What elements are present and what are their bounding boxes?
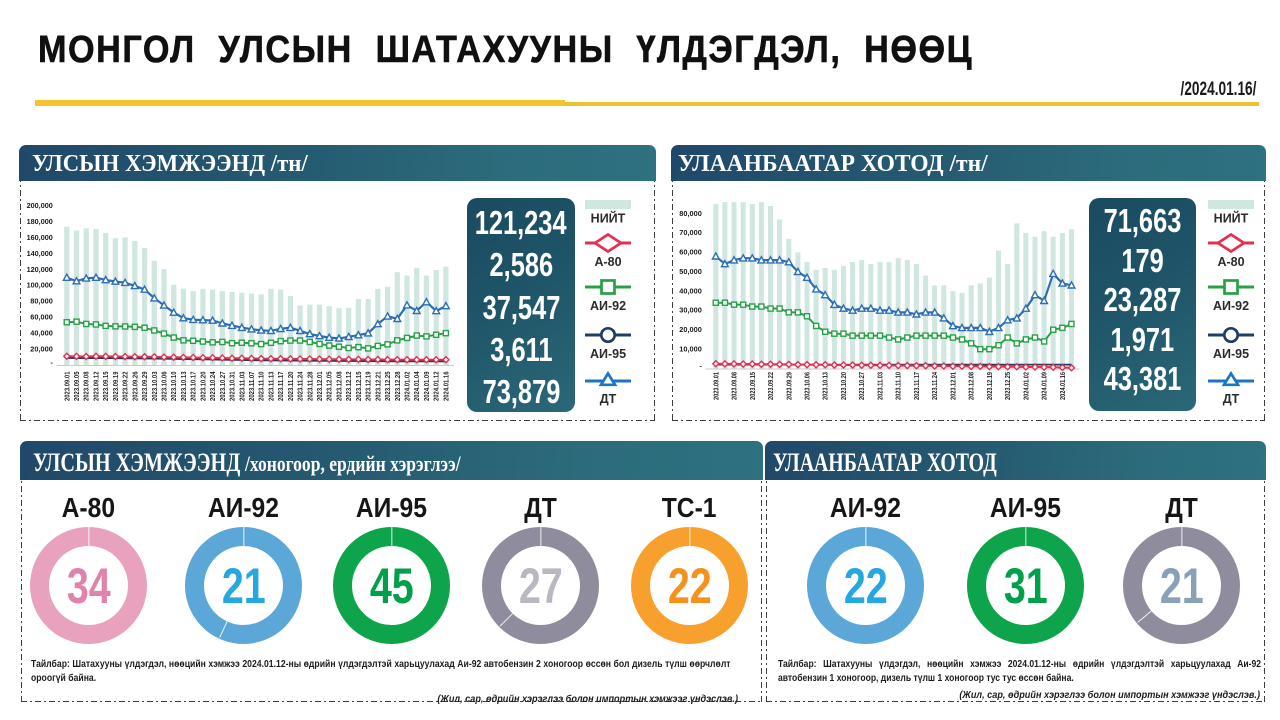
svg-text:20,000: 20,000 xyxy=(679,327,702,334)
svg-text:2023.09.15: 2023.09.15 xyxy=(103,371,110,401)
svg-text:2023.09.05: 2023.09.05 xyxy=(74,371,81,401)
svg-text:2023.12.21: 2023.12.21 xyxy=(375,371,382,401)
svg-text:2023.11.03: 2023.11.03 xyxy=(239,371,246,401)
svg-text:2023.10.10: 2023.10.10 xyxy=(171,371,178,401)
svg-text:80,000: 80,000 xyxy=(679,211,702,218)
svg-text:100,000: 100,000 xyxy=(27,283,53,290)
svg-text:60,000: 60,000 xyxy=(679,250,702,257)
svg-text:2023.12.05: 2023.12.05 xyxy=(327,371,334,401)
svg-text:80,000: 80,000 xyxy=(30,299,53,306)
svg-text:2023.12.28: 2023.12.28 xyxy=(395,371,402,401)
svg-text:160,000: 160,000 xyxy=(27,235,53,242)
svg-text:2023.10.27: 2023.10.27 xyxy=(859,372,866,400)
svg-text:2023.11.17: 2023.11.17 xyxy=(278,371,285,401)
svg-text:2023.10.13: 2023.10.13 xyxy=(823,372,830,400)
svg-text:2024.01.16: 2024.01.16 xyxy=(1060,372,1067,400)
svg-text:2023.09.01: 2023.09.01 xyxy=(713,372,720,400)
svg-text:2023.09.19: 2023.09.19 xyxy=(113,371,120,401)
svg-text:2023.12.08: 2023.12.08 xyxy=(337,371,344,401)
svg-text:-: - xyxy=(699,364,702,371)
svg-text:2023.10.03: 2023.10.03 xyxy=(152,371,159,401)
svg-text:2023.10.20: 2023.10.20 xyxy=(841,372,848,400)
svg-text:2023.12.19: 2023.12.19 xyxy=(366,371,373,401)
svg-text:70,000: 70,000 xyxy=(679,230,702,237)
svg-text:2023.11.24: 2023.11.24 xyxy=(932,372,939,400)
svg-text:2023.09.26: 2023.09.26 xyxy=(132,371,139,401)
svg-text:2023.11.28: 2023.11.28 xyxy=(307,371,314,401)
svg-text:2023.09.08: 2023.09.08 xyxy=(732,372,739,400)
svg-text:ДТ: ДТ xyxy=(1223,392,1240,406)
svg-text:А-80: А-80 xyxy=(1217,255,1244,269)
svg-text:2023.10.13: 2023.10.13 xyxy=(181,371,188,401)
svg-text:2024.01.12: 2024.01.12 xyxy=(434,371,441,401)
svg-text:2023.11.17: 2023.11.17 xyxy=(914,372,921,400)
svg-text:НИЙТ: НИЙТ xyxy=(1214,211,1249,226)
svg-text:40,000: 40,000 xyxy=(30,330,53,337)
svg-text:10,000: 10,000 xyxy=(679,346,702,353)
svg-text:2023.11.24: 2023.11.24 xyxy=(298,371,305,401)
svg-text:2023.09.12: 2023.09.12 xyxy=(94,371,101,401)
svg-text:2023.09.29: 2023.09.29 xyxy=(786,372,793,400)
svg-text:АИ-92: АИ-92 xyxy=(590,299,626,313)
svg-text:2023.12.19: 2023.12.19 xyxy=(987,372,994,400)
svg-text:2023.10.31: 2023.10.31 xyxy=(230,371,237,401)
svg-text:2023.10.06: 2023.10.06 xyxy=(805,372,812,400)
svg-text:2023.09.01: 2023.09.01 xyxy=(64,371,71,401)
svg-text:-: - xyxy=(50,360,53,367)
svg-text:20,000: 20,000 xyxy=(30,346,53,353)
svg-text:2023.11.07: 2023.11.07 xyxy=(249,371,256,401)
svg-text:ДТ: ДТ xyxy=(600,392,617,406)
svg-text:2023.12.01: 2023.12.01 xyxy=(950,372,957,400)
svg-text:2023.10.17: 2023.10.17 xyxy=(191,371,198,401)
svg-text:А-80: А-80 xyxy=(594,255,621,269)
svg-text:120,000: 120,000 xyxy=(27,267,53,274)
svg-text:АИ-95: АИ-95 xyxy=(1213,347,1249,361)
svg-text:2023.10.06: 2023.10.06 xyxy=(162,371,169,401)
svg-text:2023.10.24: 2023.10.24 xyxy=(210,371,217,401)
svg-text:2023.09.15: 2023.09.15 xyxy=(750,372,757,400)
svg-text:30,000: 30,000 xyxy=(679,308,702,315)
svg-text:2023.12.25: 2023.12.25 xyxy=(385,371,392,401)
svg-text:2024.01.09: 2024.01.09 xyxy=(1042,372,1049,400)
svg-text:2024.01.09: 2024.01.09 xyxy=(424,371,431,401)
svg-text:40,000: 40,000 xyxy=(679,288,702,295)
svg-text:2023.12.08: 2023.12.08 xyxy=(969,372,976,400)
svg-text:2023.12.25: 2023.12.25 xyxy=(1005,372,1012,400)
svg-text:2024.01.04: 2024.01.04 xyxy=(414,371,421,401)
svg-text:2023.10.20: 2023.10.20 xyxy=(200,371,207,401)
svg-text:НИЙТ: НИЙТ xyxy=(591,211,626,226)
svg-text:2023.09.22: 2023.09.22 xyxy=(768,372,775,400)
svg-text:2023.09.29: 2023.09.29 xyxy=(142,371,149,401)
svg-text:60,000: 60,000 xyxy=(30,315,53,322)
svg-text:АИ-95: АИ-95 xyxy=(590,347,626,361)
svg-text:2023.09.08: 2023.09.08 xyxy=(84,371,91,401)
svg-text:2023.11.20: 2023.11.20 xyxy=(288,371,295,401)
svg-text:2023.11.03: 2023.11.03 xyxy=(878,372,885,400)
svg-text:2023.10.27: 2023.10.27 xyxy=(220,371,227,401)
svg-text:2024.01.02: 2024.01.02 xyxy=(1023,372,1030,400)
svg-text:2023.11.10: 2023.11.10 xyxy=(896,372,903,400)
svg-text:2024.01.02: 2024.01.02 xyxy=(405,371,412,401)
svg-text:200,000: 200,000 xyxy=(27,203,53,210)
svg-text:50,000: 50,000 xyxy=(679,269,702,276)
svg-text:180,000: 180,000 xyxy=(27,219,53,226)
svg-text:140,000: 140,000 xyxy=(27,251,53,258)
svg-text:2023.11.10: 2023.11.10 xyxy=(259,371,266,401)
svg-text:2023.12.01: 2023.12.01 xyxy=(317,371,324,401)
svg-text:2023.09.22: 2023.09.22 xyxy=(123,371,130,401)
svg-text:2023.12.15: 2023.12.15 xyxy=(356,371,363,401)
svg-text:АИ-92: АИ-92 xyxy=(1213,299,1249,313)
svg-text:2023.11.13: 2023.11.13 xyxy=(268,371,275,401)
svg-text:2024.01.16: 2024.01.16 xyxy=(443,371,450,401)
svg-text:2023.12.12: 2023.12.12 xyxy=(346,371,353,401)
